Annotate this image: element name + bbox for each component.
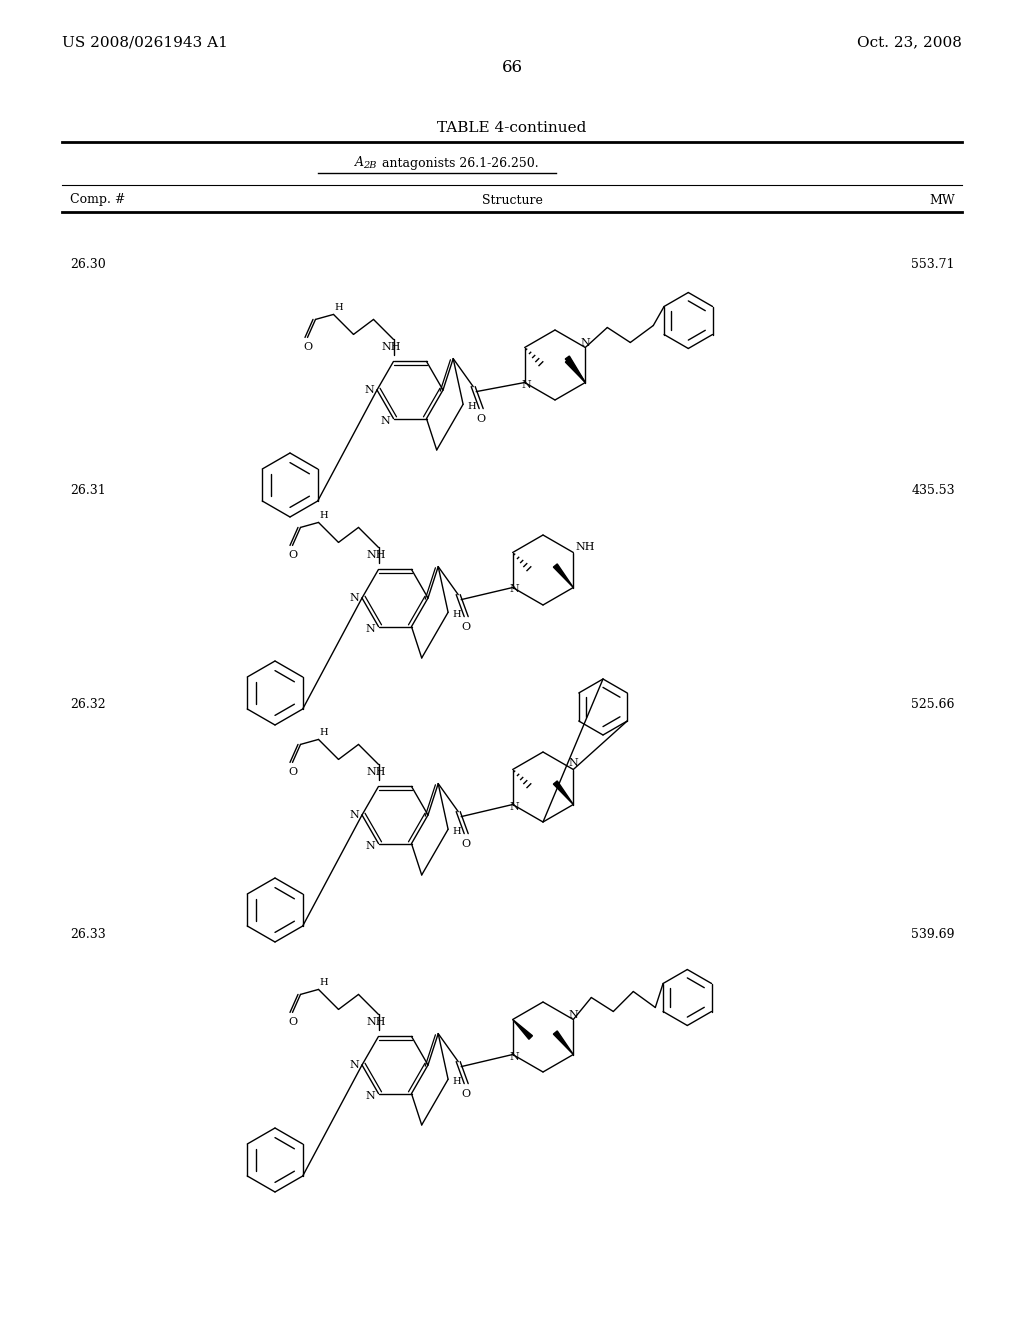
- Text: NH: NH: [367, 1018, 386, 1027]
- Text: O: O: [288, 767, 297, 777]
- Text: N: N: [522, 380, 531, 389]
- Text: N: N: [510, 1052, 519, 1061]
- Text: H: H: [319, 727, 328, 737]
- Text: Comp. #: Comp. #: [70, 194, 125, 206]
- Polygon shape: [553, 1031, 573, 1055]
- Text: 26.33: 26.33: [70, 928, 105, 941]
- Text: N: N: [510, 801, 519, 812]
- Text: H: H: [319, 511, 328, 520]
- Text: O: O: [462, 838, 471, 849]
- Text: TABLE 4-continued: TABLE 4-continued: [437, 121, 587, 135]
- Polygon shape: [513, 1019, 532, 1039]
- Text: NH: NH: [367, 550, 386, 561]
- Text: N: N: [349, 1060, 358, 1071]
- Text: N: N: [349, 593, 358, 603]
- Text: O: O: [288, 550, 297, 561]
- Text: A: A: [355, 157, 364, 169]
- Text: Oct. 23, 2008: Oct. 23, 2008: [857, 36, 962, 49]
- Text: N: N: [365, 385, 374, 395]
- Text: NH: NH: [367, 767, 386, 777]
- Text: N: N: [568, 1011, 579, 1020]
- Text: N: N: [581, 338, 590, 348]
- Text: MW: MW: [929, 194, 955, 206]
- Text: 26.31: 26.31: [70, 483, 105, 496]
- Text: H: H: [453, 610, 461, 619]
- Text: H: H: [319, 978, 328, 987]
- Text: 553.71: 553.71: [911, 259, 955, 272]
- Text: N: N: [568, 759, 579, 768]
- Text: US 2008/0261943 A1: US 2008/0261943 A1: [62, 36, 228, 49]
- Polygon shape: [553, 564, 573, 587]
- Text: H: H: [453, 1077, 461, 1086]
- Text: N: N: [366, 623, 376, 634]
- Text: H: H: [334, 302, 343, 312]
- Text: N: N: [510, 585, 519, 594]
- Text: NH: NH: [382, 342, 401, 352]
- Text: N: N: [366, 841, 376, 850]
- Text: antagonists 26.1-26.250.: antagonists 26.1-26.250.: [378, 157, 539, 169]
- Text: 435.53: 435.53: [911, 483, 955, 496]
- Text: 539.69: 539.69: [911, 928, 955, 941]
- Polygon shape: [565, 359, 586, 383]
- Text: O: O: [462, 622, 471, 631]
- Polygon shape: [553, 781, 573, 804]
- Polygon shape: [565, 356, 586, 383]
- Text: O: O: [476, 413, 485, 424]
- Text: H: H: [453, 826, 461, 836]
- Text: O: O: [462, 1089, 471, 1098]
- Text: O: O: [303, 342, 312, 352]
- Text: 26.30: 26.30: [70, 259, 105, 272]
- Text: NH: NH: [575, 541, 595, 552]
- Text: 2B: 2B: [362, 161, 377, 170]
- Text: 26.32: 26.32: [70, 698, 105, 711]
- Text: O: O: [288, 1018, 297, 1027]
- Text: N: N: [349, 810, 358, 820]
- Text: Structure: Structure: [481, 194, 543, 206]
- Text: N: N: [366, 1090, 376, 1101]
- Text: 525.66: 525.66: [911, 698, 955, 711]
- Text: 66: 66: [502, 59, 522, 77]
- Text: N: N: [381, 416, 390, 425]
- Text: H: H: [467, 401, 476, 411]
